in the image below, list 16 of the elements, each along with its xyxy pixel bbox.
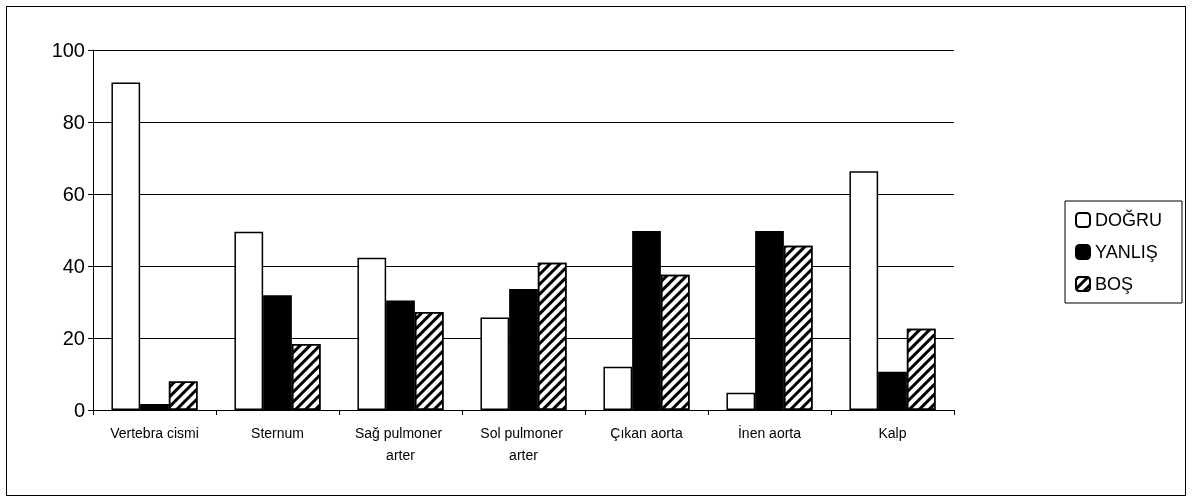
x-tick-label: Sağ pulmoner arter bbox=[354, 425, 447, 463]
y-tick-label: 20 bbox=[62, 327, 85, 349]
x-tick-label: Çıkan aorta bbox=[610, 425, 683, 441]
x-tick-label: Sternum bbox=[251, 425, 304, 441]
y-tick-label: 80 bbox=[62, 111, 85, 133]
x-tick-label: Kalp bbox=[878, 425, 907, 441]
x-tick-label: İnen aorta bbox=[737, 424, 802, 441]
x-tick-label: Vertebra cismi bbox=[110, 425, 199, 441]
x-tick-label: Sol pulmoner arter bbox=[480, 425, 567, 463]
legend-label: YANLIŞ bbox=[1095, 242, 1158, 262]
legend-label: BOŞ bbox=[1095, 274, 1134, 294]
legend-label: DOĞRU bbox=[1095, 209, 1162, 230]
y-tick-label: 0 bbox=[73, 399, 85, 421]
y-tick-label: 40 bbox=[62, 255, 85, 277]
y-tick-label: 60 bbox=[62, 183, 85, 205]
y-tick-label: 100 bbox=[51, 39, 85, 61]
